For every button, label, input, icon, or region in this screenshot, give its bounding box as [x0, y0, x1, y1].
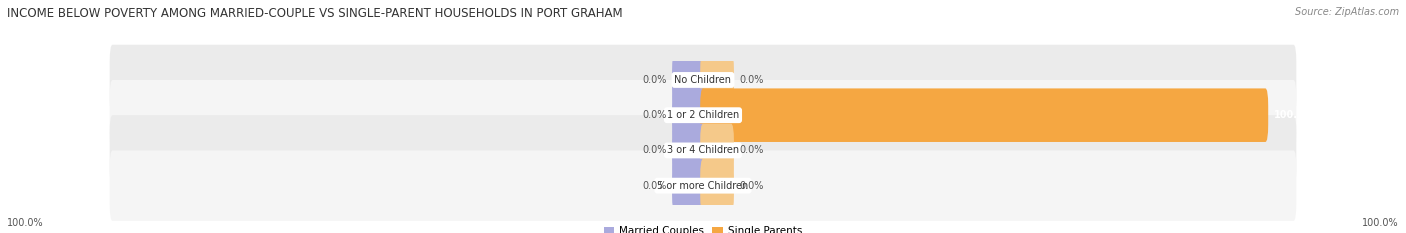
Legend: Married Couples, Single Parents: Married Couples, Single Parents [599, 222, 807, 233]
Text: 0.0%: 0.0% [643, 181, 666, 191]
Text: Source: ZipAtlas.com: Source: ZipAtlas.com [1295, 7, 1399, 17]
FancyBboxPatch shape [110, 115, 1296, 186]
FancyBboxPatch shape [700, 159, 734, 212]
FancyBboxPatch shape [700, 88, 1268, 142]
Text: 3 or 4 Children: 3 or 4 Children [666, 145, 740, 155]
Text: 0.0%: 0.0% [740, 75, 763, 85]
Text: 100.0%: 100.0% [1274, 110, 1315, 120]
Text: No Children: No Children [675, 75, 731, 85]
Text: 100.0%: 100.0% [1362, 218, 1399, 228]
Text: 0.0%: 0.0% [643, 110, 666, 120]
Text: 0.0%: 0.0% [740, 145, 763, 155]
FancyBboxPatch shape [110, 151, 1296, 221]
Text: 5 or more Children: 5 or more Children [658, 181, 748, 191]
FancyBboxPatch shape [700, 124, 734, 177]
FancyBboxPatch shape [700, 53, 734, 107]
FancyBboxPatch shape [110, 45, 1296, 115]
Text: 0.0%: 0.0% [643, 145, 666, 155]
FancyBboxPatch shape [672, 159, 706, 212]
FancyBboxPatch shape [110, 80, 1296, 151]
Text: 0.0%: 0.0% [740, 181, 763, 191]
Text: 100.0%: 100.0% [7, 218, 44, 228]
Text: 0.0%: 0.0% [643, 75, 666, 85]
FancyBboxPatch shape [672, 124, 706, 177]
Text: 1 or 2 Children: 1 or 2 Children [666, 110, 740, 120]
FancyBboxPatch shape [672, 53, 706, 107]
FancyBboxPatch shape [672, 88, 706, 142]
Text: INCOME BELOW POVERTY AMONG MARRIED-COUPLE VS SINGLE-PARENT HOUSEHOLDS IN PORT GR: INCOME BELOW POVERTY AMONG MARRIED-COUPL… [7, 7, 623, 20]
